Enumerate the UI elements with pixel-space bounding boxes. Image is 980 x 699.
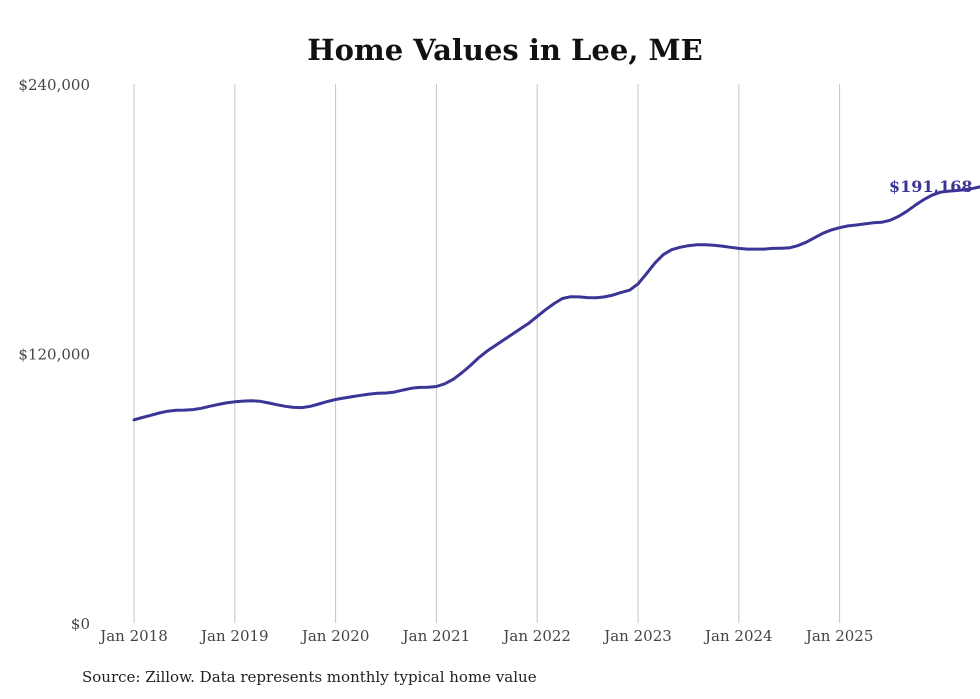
y-tick-label: $240,000 xyxy=(18,76,90,94)
x-tick-label: Jan 2019 xyxy=(199,627,269,645)
latest-value-label: $191,168 xyxy=(889,177,973,196)
chart-title: Home Values in Lee, ME xyxy=(307,33,702,67)
x-tick-label: Jan 2021 xyxy=(401,627,471,645)
y-tick-label: $0 xyxy=(71,615,90,633)
x-tick-label: Jan 2025 xyxy=(804,627,874,645)
x-tick-label: Jan 2023 xyxy=(602,627,672,645)
y-axis-tick-labels: $0 $120,000 $240,000 xyxy=(18,76,90,633)
x-tick-label: Jan 2020 xyxy=(300,627,370,645)
home-value-line xyxy=(132,185,980,422)
y-tick-label: $120,000 xyxy=(18,346,90,364)
x-tick-label: Jan 2022 xyxy=(501,627,571,645)
vertical-gridlines xyxy=(133,84,841,623)
source-note: Source: Zillow. Data represents monthly … xyxy=(82,668,537,686)
x-tick-label: Jan 2024 xyxy=(703,627,773,645)
x-tick-label: Jan 2018 xyxy=(98,627,168,645)
x-axis-tick-labels: Jan 2018 Jan 2019 Jan 2020 Jan 2021 Jan 2022… xyxy=(98,627,873,645)
